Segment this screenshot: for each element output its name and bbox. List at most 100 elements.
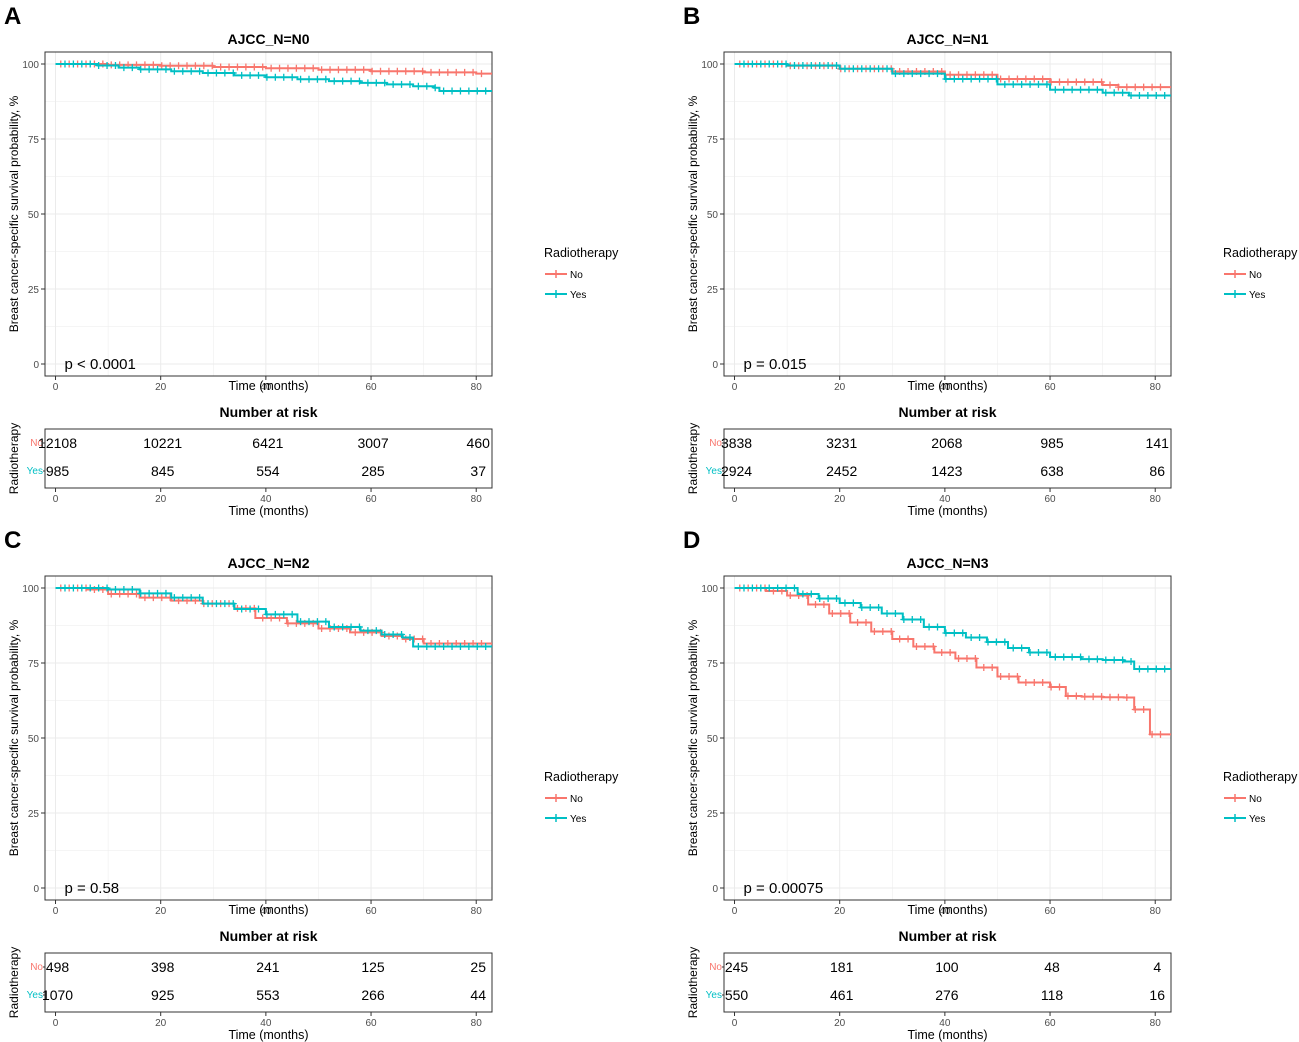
censor-mark [381,79,389,87]
censor-mark [360,66,368,74]
legend-label-yes: Yes [570,814,586,825]
censor-mark [782,584,790,592]
risk-x-tick-label: 60 [365,494,377,505]
censor-mark [950,629,958,637]
risk-value: 498 [46,959,70,975]
censor-mark [196,594,204,602]
censor-mark [1119,656,1127,664]
censor-mark [824,62,832,69]
censor-mark [318,625,326,632]
legend-label-yes: Yes [1249,814,1265,825]
legend-title: Radiotherapy [544,770,619,784]
censor-mark [925,70,933,78]
censor-mark [414,643,422,650]
censor-mark [774,584,782,592]
censor-mark [1161,665,1169,673]
censor-mark [984,638,992,646]
censor-mark [69,584,77,592]
x-tick-label: 0 [53,906,59,917]
censor-mark [200,62,208,70]
censor-mark [740,584,748,592]
censor-mark [1005,75,1013,83]
censor-mark [435,68,443,76]
censor-mark [297,75,305,83]
censor-mark [406,634,414,641]
risk-value: 3007 [357,435,388,451]
censor-mark [301,64,309,72]
censor-mark [1144,665,1152,673]
censor-mark [904,635,912,643]
censor-mark [381,631,389,638]
y-tick-label: 100 [701,584,718,595]
censor-mark [103,584,111,592]
censor-mark [385,67,393,75]
censor-mark [1110,656,1118,664]
censor-mark [1043,80,1051,88]
censor-mark [288,73,296,81]
censor-mark [465,87,473,95]
risk-x-tick-label: 0 [53,1018,59,1029]
censor-mark [465,643,473,650]
risk-value: 461 [830,987,854,1003]
censor-mark [419,67,427,75]
censor-mark [1018,80,1026,88]
risk-row-label-yes: Yes [706,466,722,477]
p-value: p < 0.0001 [65,356,136,373]
censor-mark [828,610,836,617]
censor-mark [1001,638,1009,646]
censor-mark [61,584,69,592]
risk-table-ylabel: Radiotherapy [686,947,700,1018]
censor-mark [271,610,279,618]
censor-mark [807,62,815,69]
censor-mark [1098,78,1106,86]
censor-mark [158,594,166,602]
censor-mark [1152,92,1160,99]
risk-value: 845 [151,463,175,479]
y-tick-label: 50 [28,734,40,745]
censor-mark [339,623,347,631]
x-tick-label: 20 [834,906,846,917]
censor-mark [1114,693,1122,701]
censor-mark [942,75,950,83]
y-tick-label: 50 [707,734,719,745]
censor-mark [137,589,145,597]
censor-mark [875,604,883,611]
censor-mark [120,64,128,72]
censor-mark [368,67,376,75]
censor-mark [837,610,845,617]
risk-value: 125 [361,959,385,975]
censor-mark [259,63,267,71]
censor-mark [427,68,435,76]
censor-mark [137,65,145,73]
censor-mark [1039,75,1047,83]
censor-mark [1140,706,1148,713]
censor-mark [263,610,271,618]
censor-mark [166,62,174,70]
censor-mark [1081,78,1089,86]
censor-mark [1009,644,1017,652]
censor-mark [212,600,220,608]
censor-mark [799,590,807,598]
risk-row-label-yes: Yes [27,990,43,1001]
y-tick-label: 50 [28,210,40,221]
censor-mark [111,586,119,593]
censor-mark [246,71,254,79]
x-tick-label: 20 [834,382,846,393]
censor-mark [440,87,448,95]
censor-mark [1085,655,1093,663]
censor-mark [1060,86,1068,94]
risk-table-border [723,952,1172,1013]
risk-value: 460 [467,435,491,451]
censor-mark [1135,665,1143,673]
censor-mark [364,79,372,87]
censor-mark [398,631,406,638]
risk-value: 925 [151,987,175,1003]
x-tick-label: 60 [1044,906,1056,917]
chart-title: AJCC_N=N3 [906,555,988,571]
risk-table-title: Number at risk [219,404,317,420]
censor-mark [179,594,187,602]
censor-mark [242,63,250,71]
y-tick-label: 25 [707,285,719,296]
censor-mark [452,68,460,76]
censor-mark [313,75,321,83]
